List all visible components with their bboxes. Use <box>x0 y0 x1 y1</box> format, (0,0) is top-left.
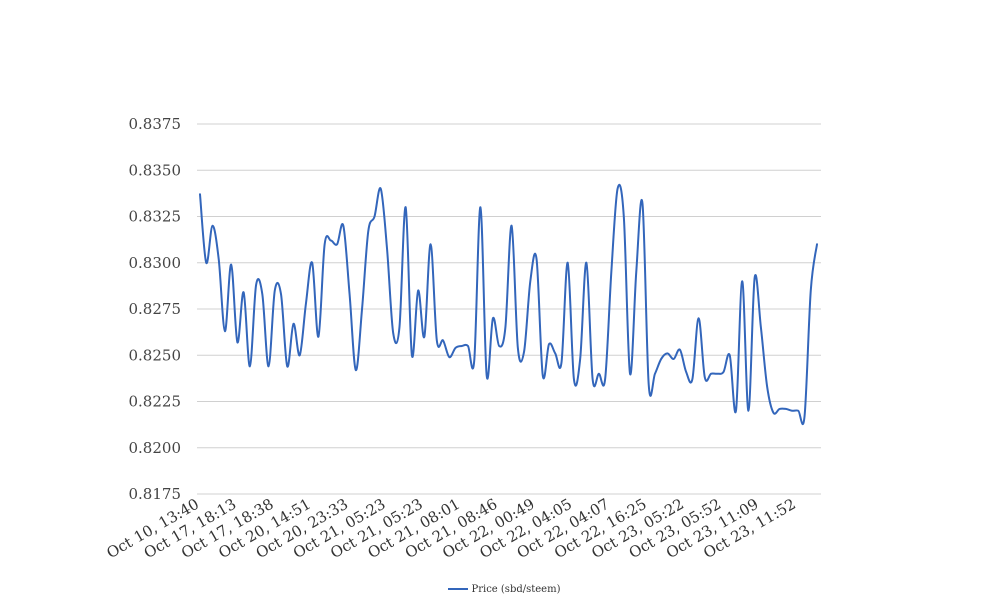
legend: Price (sbd/steem) <box>0 580 1008 598</box>
y-tick-label: 0.8225 <box>129 393 182 411</box>
y-axis-tick-labels: 0.8375 0.8350 0.8325 0.8300 0.8275 0.8250 0.82… <box>129 115 182 503</box>
gridlines <box>197 123 821 495</box>
series-line-price <box>199 183 818 426</box>
y-tick-label: 0.8375 <box>129 115 182 133</box>
y-tick-label: 0.8350 <box>129 161 182 179</box>
legend-label-price: Price (sbd/steem) <box>471 583 561 595</box>
y-tick-label: 0.8275 <box>129 300 182 318</box>
y-tick-label: 0.8325 <box>129 208 182 226</box>
legend-swatch <box>447 588 468 590</box>
y-tick-label: 0.8300 <box>129 254 182 272</box>
y-tick-label: 0.8200 <box>129 439 182 457</box>
y-tick-label: 0.8250 <box>129 346 182 364</box>
series-lines <box>199 183 818 426</box>
y-tick-label: 0.8175 <box>129 485 182 503</box>
